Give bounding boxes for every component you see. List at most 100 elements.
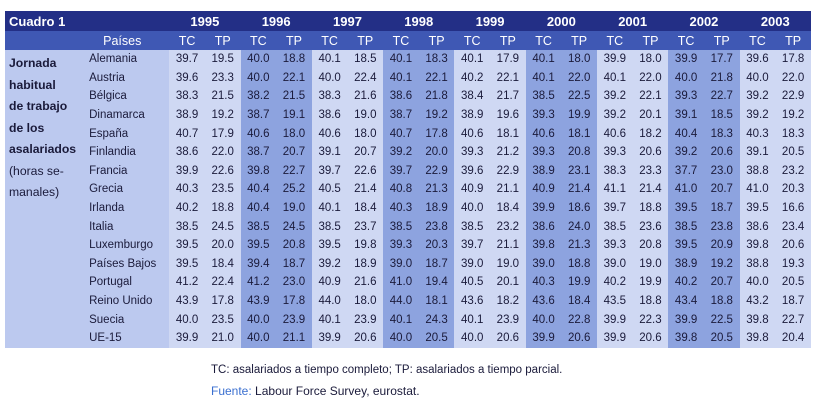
tc-value: 38.5 (454, 217, 491, 236)
tp-value: 23.9 (276, 310, 312, 329)
tc-value: 40.0 (240, 328, 277, 348)
tp-value: 21.8 (703, 68, 740, 88)
tc-value: 40.2 (668, 273, 704, 292)
tc-value: 40.8 (383, 180, 419, 199)
tp-value: 21.2 (490, 142, 526, 162)
year-1997: 1997 (311, 11, 384, 31)
tc-value: 40.1 (597, 68, 633, 88)
tc-value: 39.9 (525, 328, 562, 348)
tp-value: 17.8 (418, 124, 455, 143)
tp-value: 22.8 (561, 310, 597, 329)
tp-value: 23.9 (347, 310, 384, 329)
tp-value: 19.9 (561, 273, 597, 292)
tp-value: 19.9 (561, 105, 597, 125)
tp-value: 19.9 (632, 273, 669, 292)
tp-value: 19.3 (775, 254, 811, 274)
tp-value: 23.3 (632, 161, 669, 181)
tp-value: 22.7 (276, 161, 312, 181)
tp-header: TP (276, 31, 312, 50)
tc-value: 40.1 (311, 198, 348, 218)
country-name: Irlanda (85, 198, 170, 218)
tp-value: 18.3 (775, 124, 811, 143)
tc-value: 40.4 (240, 180, 277, 199)
tc-value: 38.7 (240, 105, 277, 125)
tp-value: 20.6 (632, 328, 669, 348)
tp-value: 16.6 (775, 198, 811, 218)
tp-value: 18.2 (490, 291, 526, 311)
tc-value: 39.9 (525, 198, 562, 218)
tp-value: 20.1 (632, 105, 669, 125)
side-note-line: manales) (9, 185, 60, 199)
tp-value: 23.5 (204, 180, 241, 199)
tc-value: 40.3 (525, 273, 562, 292)
tp-value: 18.8 (276, 50, 312, 69)
tp-value: 20.5 (775, 142, 811, 162)
tc-value: 38.5 (597, 217, 633, 236)
tc-value: 40.1 (383, 50, 419, 69)
tp-value: 17.9 (204, 124, 241, 143)
tp-value: 20.7 (703, 180, 740, 199)
table-row: UE-15 39.9 21.0 40.0 21.1 39.9 20.6 40.0 20.5 40.… (5, 328, 811, 348)
country-name: Finlandia (85, 142, 170, 162)
tp-value: 21.1 (490, 180, 526, 199)
tc-value: 40.9 (454, 180, 491, 199)
tp-value: 21.8 (418, 87, 455, 106)
country-name: Países Bajos (85, 254, 170, 274)
tc-value: 38.6 (739, 217, 776, 236)
tp-value: 23.9 (490, 310, 526, 329)
tc-value: 39.3 (454, 142, 491, 162)
tc-value: 38.3 (597, 161, 633, 181)
tp-value: 22.0 (561, 68, 597, 88)
tp-value: 25.2 (276, 180, 312, 199)
tp-value: 18.7 (276, 254, 312, 274)
tp-value: 18.8 (632, 198, 669, 218)
tp-value: 19.0 (632, 254, 669, 274)
tp-value: 24.3 (418, 310, 455, 329)
tc-value: 40.0 (668, 68, 704, 88)
tp-value: 21.6 (347, 87, 384, 106)
year-1999: 1999 (454, 11, 526, 31)
side-note-line: habitual (9, 77, 56, 92)
tp-value: 22.3 (632, 310, 669, 329)
tc-header: TC (311, 31, 348, 50)
tp-value: 20.3 (418, 235, 455, 255)
tc-value: 38.6 (525, 217, 562, 236)
tp-value: 23.3 (204, 68, 241, 88)
tp-value: 18.0 (276, 124, 312, 143)
tc-value: 38.9 (454, 105, 491, 125)
tc-value: 39.5 (169, 235, 205, 255)
tp-value: 17.9 (490, 50, 526, 69)
tp-header: TP (347, 31, 384, 50)
tc-value: 40.0 (169, 310, 205, 329)
tp-value: 20.5 (775, 273, 811, 292)
tc-value: 39.6 (739, 50, 776, 69)
tp-value: 20.7 (347, 142, 384, 162)
tc-value: 39.2 (668, 142, 704, 162)
tc-value: 39.9 (311, 328, 348, 348)
side-note-line: Jornada (9, 56, 57, 70)
tp-value: 22.9 (775, 87, 811, 106)
tp-value: 18.4 (347, 198, 384, 218)
tc-value: 39.8 (668, 328, 704, 348)
tp-value: 19.6 (490, 105, 526, 125)
tc-value: 39.8 (739, 310, 776, 329)
tp-value: 19.0 (490, 254, 526, 274)
tc-value: 40.0 (311, 68, 348, 88)
tp-value: 22.1 (276, 68, 312, 88)
tp-value: 17.7 (703, 50, 740, 69)
tc-value: 38.9 (169, 105, 205, 125)
tc-value: 39.0 (525, 254, 562, 274)
footnote: TC: asalariados a tiempo completo; TP: a… (211, 364, 563, 376)
tc-value: 43.4 (668, 291, 704, 311)
tp-header: TP (490, 31, 526, 50)
tc-value: 38.6 (311, 105, 348, 125)
tc-value: 39.8 (739, 328, 776, 348)
table-row: Francia 39.9 22.6 39.8 22.7 39.7 22.6 39.7 22.9 3… (5, 161, 811, 181)
table-row: Países Bajos 39.5 18.4 39.4 18.7 39.2 18.9 39.0… (5, 254, 811, 274)
tp-value: 23.2 (775, 161, 811, 181)
tp-value: 20.4 (775, 328, 811, 348)
tc-value: 39.7 (311, 161, 348, 181)
tc-value: 40.0 (739, 273, 776, 292)
tc-value: 39.5 (169, 254, 205, 274)
tp-value: 19.2 (204, 105, 241, 125)
